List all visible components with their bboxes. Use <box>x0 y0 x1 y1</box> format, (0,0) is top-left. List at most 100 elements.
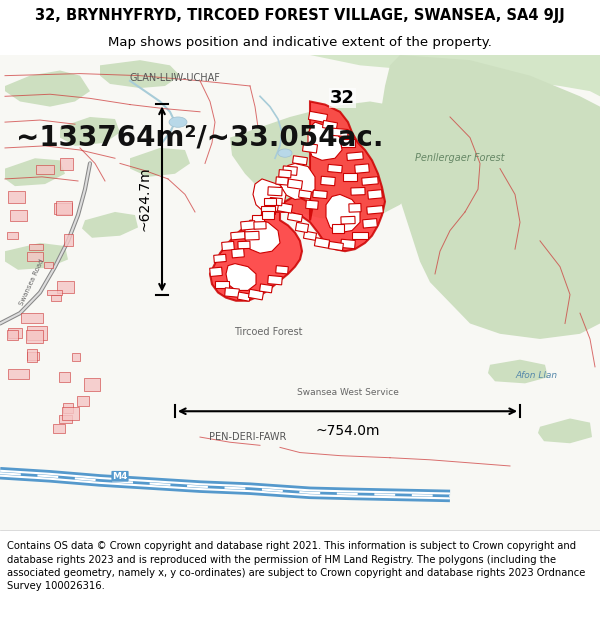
Polygon shape <box>264 198 276 205</box>
Polygon shape <box>322 121 338 130</box>
Text: 32, BRYNHYFRYD, TIRCOED FOREST VILLAGE, SWANSEA, SA4 9JJ: 32, BRYNHYFRYD, TIRCOED FOREST VILLAGE, … <box>35 8 565 23</box>
Ellipse shape <box>278 149 292 158</box>
Polygon shape <box>283 166 298 176</box>
Polygon shape <box>314 238 329 248</box>
Polygon shape <box>238 241 250 249</box>
FancyBboxPatch shape <box>57 281 74 292</box>
Text: Penllergaer Forest: Penllergaer Forest <box>415 153 505 163</box>
Polygon shape <box>245 220 280 253</box>
FancyBboxPatch shape <box>26 326 47 341</box>
Text: Swansea Road: Swansea Road <box>18 258 45 306</box>
Polygon shape <box>214 254 226 262</box>
Polygon shape <box>320 176 335 186</box>
FancyBboxPatch shape <box>8 369 29 379</box>
Polygon shape <box>280 163 315 199</box>
Polygon shape <box>268 187 282 196</box>
Text: Contains OS data © Crown copyright and database right 2021. This information is : Contains OS data © Crown copyright and d… <box>7 541 586 591</box>
FancyBboxPatch shape <box>44 262 53 268</box>
FancyBboxPatch shape <box>28 352 38 360</box>
FancyBboxPatch shape <box>50 295 61 301</box>
Polygon shape <box>368 189 382 199</box>
Polygon shape <box>302 143 317 153</box>
Polygon shape <box>332 128 348 137</box>
Polygon shape <box>276 177 288 185</box>
Polygon shape <box>260 284 272 292</box>
Text: GLAN-LLIW-UCHAF: GLAN-LLIW-UCHAF <box>130 72 220 82</box>
FancyBboxPatch shape <box>54 203 72 214</box>
Polygon shape <box>341 239 355 249</box>
Polygon shape <box>221 241 235 251</box>
Polygon shape <box>329 241 343 251</box>
Polygon shape <box>332 224 344 232</box>
Polygon shape <box>5 243 68 270</box>
Polygon shape <box>488 359 548 383</box>
FancyBboxPatch shape <box>8 191 25 203</box>
Polygon shape <box>287 179 302 189</box>
Polygon shape <box>254 221 266 229</box>
Polygon shape <box>304 231 317 241</box>
Text: ~624.7m: ~624.7m <box>138 167 152 231</box>
Polygon shape <box>253 179 286 212</box>
Polygon shape <box>248 289 263 300</box>
Polygon shape <box>230 101 430 220</box>
Polygon shape <box>210 101 385 301</box>
FancyBboxPatch shape <box>60 158 73 170</box>
FancyBboxPatch shape <box>8 328 22 338</box>
Polygon shape <box>231 231 245 240</box>
Polygon shape <box>313 190 327 199</box>
FancyBboxPatch shape <box>71 353 80 361</box>
Polygon shape <box>238 292 251 301</box>
Polygon shape <box>130 148 190 177</box>
Polygon shape <box>328 164 342 173</box>
FancyBboxPatch shape <box>63 403 73 413</box>
FancyBboxPatch shape <box>62 407 79 420</box>
FancyBboxPatch shape <box>21 313 43 323</box>
Text: ~133764m²/~33.054ac.: ~133764m²/~33.054ac. <box>16 124 384 152</box>
Polygon shape <box>308 111 328 123</box>
Polygon shape <box>209 268 223 276</box>
FancyBboxPatch shape <box>83 378 100 391</box>
Ellipse shape <box>169 117 187 128</box>
Polygon shape <box>380 55 600 339</box>
FancyBboxPatch shape <box>59 372 70 382</box>
Polygon shape <box>295 222 308 232</box>
Polygon shape <box>299 190 311 199</box>
FancyBboxPatch shape <box>27 252 43 261</box>
Text: Map shows position and indicative extent of the property.: Map shows position and indicative extent… <box>108 36 492 49</box>
Polygon shape <box>252 214 264 222</box>
FancyBboxPatch shape <box>27 349 37 362</box>
Polygon shape <box>270 198 282 206</box>
Polygon shape <box>347 152 363 161</box>
Polygon shape <box>352 232 368 239</box>
Polygon shape <box>82 212 138 238</box>
Polygon shape <box>261 206 275 214</box>
Polygon shape <box>268 276 283 285</box>
Text: PEN-DERI-FAWR: PEN-DERI-FAWR <box>209 432 287 442</box>
FancyBboxPatch shape <box>47 289 62 295</box>
Polygon shape <box>100 60 180 88</box>
Polygon shape <box>355 164 370 173</box>
FancyBboxPatch shape <box>53 424 65 433</box>
FancyBboxPatch shape <box>7 232 19 239</box>
Text: Afon Llan: Afon Llan <box>515 371 557 379</box>
Polygon shape <box>224 288 239 298</box>
Text: 32: 32 <box>330 89 355 107</box>
Polygon shape <box>341 139 355 147</box>
FancyBboxPatch shape <box>7 331 17 340</box>
Polygon shape <box>5 158 65 186</box>
Polygon shape <box>60 117 120 146</box>
FancyBboxPatch shape <box>64 234 73 246</box>
Polygon shape <box>287 213 302 222</box>
Polygon shape <box>280 55 600 96</box>
Polygon shape <box>343 173 357 181</box>
Polygon shape <box>341 216 355 224</box>
Polygon shape <box>215 281 229 288</box>
Text: M4: M4 <box>112 472 128 481</box>
Polygon shape <box>245 231 259 240</box>
Polygon shape <box>262 211 274 219</box>
Polygon shape <box>279 169 291 178</box>
FancyBboxPatch shape <box>36 165 53 174</box>
Text: Swansea West Service: Swansea West Service <box>297 388 399 397</box>
Polygon shape <box>226 264 256 291</box>
Polygon shape <box>277 202 293 213</box>
